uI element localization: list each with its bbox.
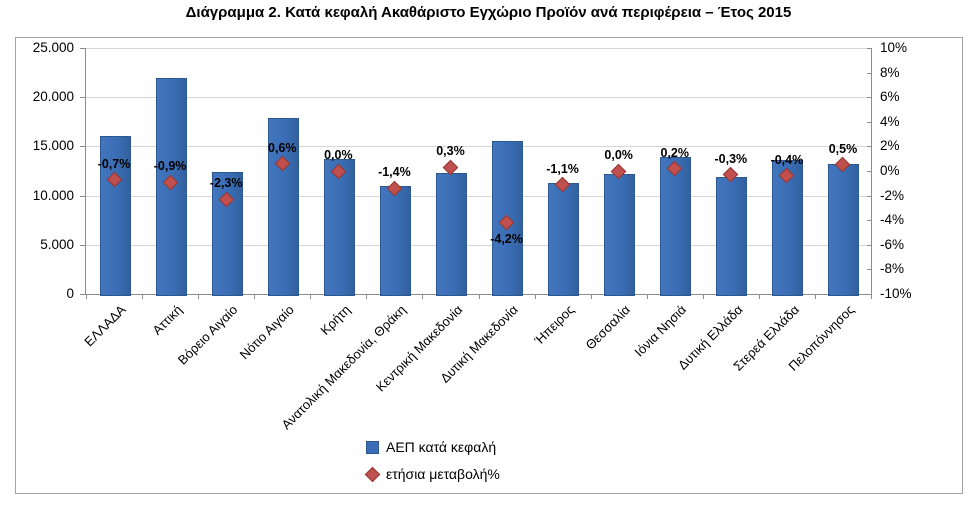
left-axis-tick xyxy=(80,195,85,197)
category-label: Αττική xyxy=(148,302,185,338)
left-axis-line xyxy=(85,48,86,295)
category-label: Ήπειρος xyxy=(531,302,578,348)
diamond-marker-swatch-icon xyxy=(364,466,381,482)
legend-label-gdp: ΑΕΠ κατά κεφαλή xyxy=(386,439,497,455)
left-axis-tick xyxy=(80,48,85,49)
right-axis-tick xyxy=(867,121,872,123)
right-axis-tick xyxy=(867,195,872,197)
category-label: Θεσσαλία xyxy=(582,302,634,353)
point-data-label: 0,0% xyxy=(604,148,633,162)
legend-item-change: ετήσια μεταβολή% xyxy=(364,464,500,484)
left-axis-tick-label: 5.000 xyxy=(40,236,74,252)
bar xyxy=(660,157,692,296)
bar xyxy=(772,160,804,296)
bottom-axis-tick xyxy=(310,295,312,299)
right-axis-tick xyxy=(867,244,872,246)
bar xyxy=(211,171,243,296)
category-label: Ιόνια Νησιά xyxy=(631,302,690,360)
point-data-label: -0,4% xyxy=(770,152,804,167)
bar xyxy=(267,117,299,296)
left-axis-tick-label: 25.000 xyxy=(32,40,74,55)
gridline xyxy=(86,244,871,246)
gridline xyxy=(86,97,871,99)
right-axis-tick xyxy=(867,220,872,222)
bar xyxy=(99,135,131,296)
right-axis-tick-label: 2% xyxy=(880,138,900,154)
right-axis-tick xyxy=(867,171,872,172)
point-data-label: 0,0% xyxy=(324,148,353,162)
left-axis-tick xyxy=(80,97,85,99)
point-data-label: 0,5% xyxy=(828,141,858,156)
right-axis-tick-label: 4% xyxy=(880,113,900,129)
right-axis-tick-label: 6% xyxy=(880,89,900,105)
bottom-axis-tick xyxy=(758,295,760,299)
right-axis-tick-label: -4% xyxy=(880,212,905,228)
point-data-label: -0,7% xyxy=(97,156,131,171)
bar xyxy=(435,172,467,296)
point-data-label: -1,4% xyxy=(378,165,411,180)
bottom-axis-tick xyxy=(366,295,368,299)
bar xyxy=(379,185,411,296)
bottom-axis-tick xyxy=(198,295,200,299)
right-axis-tick-label: -8% xyxy=(880,261,905,277)
right-axis-tick xyxy=(867,146,872,148)
bottom-axis-tick xyxy=(86,295,87,299)
right-axis-tick xyxy=(867,269,872,271)
point-data-label: 0,6% xyxy=(268,140,297,155)
left-axis-tick xyxy=(80,294,85,295)
gridline xyxy=(86,146,871,148)
bottom-axis-tick xyxy=(422,295,424,299)
category-label: Κρήτη xyxy=(317,302,353,338)
bottom-axis-line xyxy=(85,294,872,295)
left-axis-tick xyxy=(80,244,85,246)
bar xyxy=(604,173,636,296)
right-axis-tick xyxy=(867,294,872,295)
bottom-axis-tick xyxy=(814,295,816,299)
point-data-label: 0,2% xyxy=(660,145,690,160)
left-axis-tick-label: 0 xyxy=(66,286,74,301)
right-axis-tick-label: -2% xyxy=(880,187,905,203)
point-data-label: -2,3% xyxy=(209,176,243,191)
right-axis-tick-label: -6% xyxy=(880,236,905,252)
left-axis-tick-label: 15.000 xyxy=(32,138,74,154)
point-data-label: -4,2% xyxy=(490,231,523,246)
left-axis-tick xyxy=(80,146,85,148)
right-axis-tick-label: 10% xyxy=(880,40,908,55)
point-data-label: -0,3% xyxy=(714,151,748,166)
bar xyxy=(828,164,860,296)
chart-title: Διάγραμμα 2. Κατά κεφαλή Ακαθάριστο Εγχώ… xyxy=(185,4,792,21)
right-axis-tick-label: -10% xyxy=(880,286,912,301)
gridline xyxy=(86,48,871,49)
category-label: ΕΛΛΑΔΑ xyxy=(81,302,129,350)
point-data-label: -1,1% xyxy=(546,161,579,176)
bottom-axis-tick xyxy=(534,295,536,299)
plot-area: -0,7% -0,9% -2,3% 0,6% 0,0% -1,4% 0,3% -4,2% -1,… xyxy=(80,48,872,299)
legend-item-gdp: ΑΕΠ κατά κεφαλή xyxy=(366,437,500,457)
bottom-axis-tick xyxy=(478,295,480,299)
right-axis-tick xyxy=(867,48,872,49)
bottom-axis-tick xyxy=(142,295,144,299)
point-data-label: -0,9% xyxy=(153,159,187,174)
right-axis-tick xyxy=(867,72,872,74)
legend-label-change: ετήσια μεταβολή% xyxy=(386,466,500,482)
bottom-axis-tick xyxy=(646,295,648,299)
right-axis-tick-label: 8% xyxy=(880,64,900,80)
bottom-axis-tick xyxy=(590,295,592,299)
category-label: Νότιο Αιγαίο xyxy=(236,302,297,363)
bottom-axis-tick xyxy=(254,295,256,299)
point-data-label: 0,3% xyxy=(436,144,465,159)
bar xyxy=(323,159,355,296)
bar xyxy=(716,176,748,296)
bottom-axis-tick xyxy=(702,295,704,299)
legend: ΑΕΠ κατά κεφαλή ετήσια μεταβολή% xyxy=(364,437,500,491)
bottom-axis-tick xyxy=(871,295,872,299)
right-axis-tick-label: 0% xyxy=(880,163,900,178)
bar-series-swatch-icon xyxy=(366,440,379,454)
gridline xyxy=(86,195,871,197)
left-axis-tick-label: 20.000 xyxy=(32,89,74,105)
chart-area: -0,7% -0,9% -2,3% 0,6% 0,0% -1,4% 0,3% -4,2% -1,… xyxy=(15,37,963,494)
left-axis-tick-label: 10.000 xyxy=(32,187,74,203)
right-axis-tick xyxy=(867,97,872,99)
bar xyxy=(548,182,580,296)
